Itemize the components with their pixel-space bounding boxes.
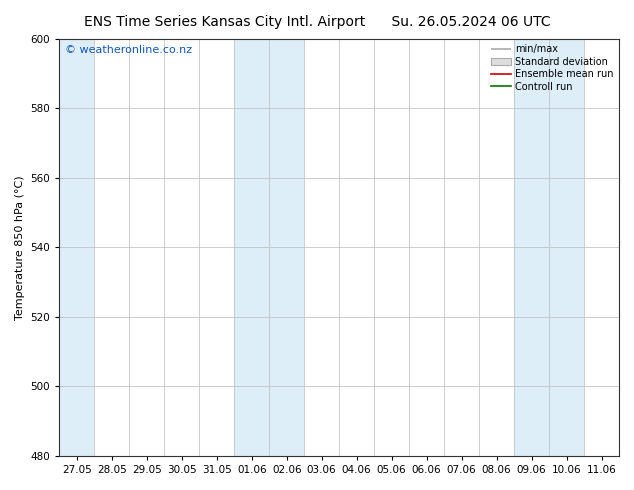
Text: © weatheronline.co.nz: © weatheronline.co.nz (65, 45, 192, 55)
Legend: min/max, Standard deviation, Ensemble mean run, Controll run: min/max, Standard deviation, Ensemble me… (488, 42, 616, 95)
Bar (234, 39, 269, 456)
Bar (514, 39, 549, 456)
Bar (60, 39, 94, 456)
Text: ENS Time Series Kansas City Intl. Airport      Su. 26.05.2024 06 UTC: ENS Time Series Kansas City Intl. Airpor… (84, 15, 550, 29)
Y-axis label: Temperature 850 hPa (°C): Temperature 850 hPa (°C) (15, 175, 25, 319)
Bar (269, 39, 304, 456)
Bar (549, 39, 584, 456)
